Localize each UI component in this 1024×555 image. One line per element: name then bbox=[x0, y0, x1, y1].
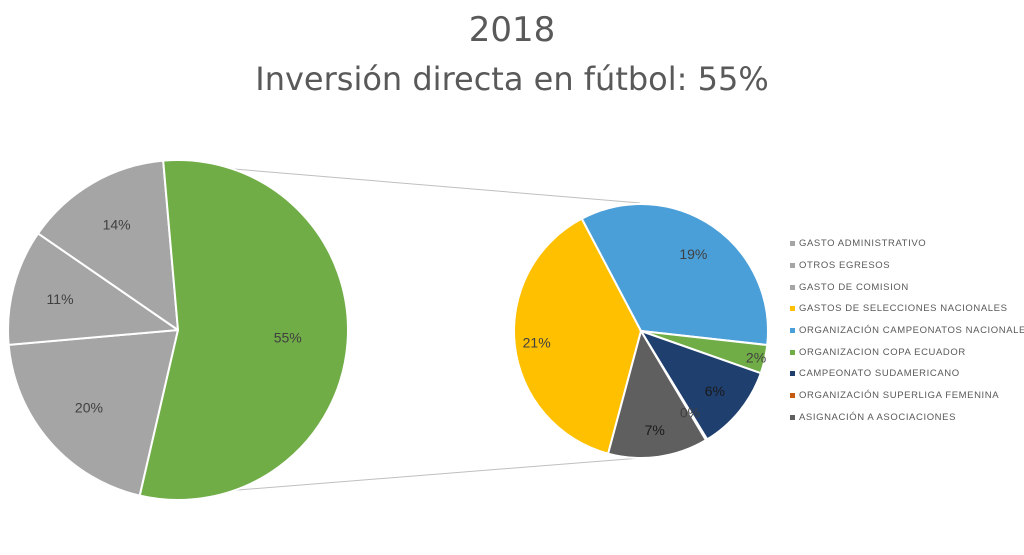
main-label-otros-egresos: 11% bbox=[47, 291, 74, 307]
legend-swatch bbox=[790, 393, 795, 399]
legend-item-organizacion-superliga-femenina: ORGANIZACIÓN SUPERLIGA FEMENINA bbox=[790, 385, 1024, 407]
breakdown-label-organizacion-campeonatos-nacionales: 19% bbox=[679, 246, 707, 262]
legend-swatch bbox=[790, 349, 795, 355]
breakdown-label-campeonato-sudamericano: 6% bbox=[705, 383, 725, 399]
legend-item-gasto-administrativo: GASTO ADMINISTRATIVO bbox=[790, 233, 1024, 255]
chart-title-year: 2018 bbox=[468, 10, 556, 50]
legend-label: GASTOS DE SELECCIONES NACIONALES bbox=[799, 303, 1008, 315]
legend-swatch bbox=[790, 306, 795, 312]
legend-item-otros-egresos: OTROS EGRESOS bbox=[790, 255, 1024, 277]
legend-label: ORGANIZACIÓN SUPERLIGA FEMENINA bbox=[799, 390, 1000, 402]
main-label-inversion-directa-en-futbol: 55% bbox=[274, 330, 302, 346]
legend-swatch bbox=[790, 263, 795, 269]
legend-item-campeonato-sudamericano: CAMPEONATO SUDAMERICANO bbox=[790, 363, 1024, 385]
legend-label: ORGANIZACION COPA ECUADOR bbox=[799, 346, 966, 358]
legend-item-asignacion-a-asociaciones: ASIGNACIÓN A ASOCIACIONES bbox=[790, 407, 1024, 429]
legend-label: OTROS EGRESOS bbox=[799, 260, 891, 272]
breakdown-slice-asignacion-a-asociaciones bbox=[606, 328, 708, 459]
breakdown-label-gastos-de-selecciones-nacionales: 21% bbox=[523, 335, 551, 351]
legend-label: ASIGNACIÓN A ASOCIACIONES bbox=[799, 411, 957, 423]
legend: GASTO ADMINISTRATIVO OTROS EGRESOS GASTO D… bbox=[790, 233, 1024, 428]
legend-swatch bbox=[790, 328, 795, 334]
legend-item-organizacion-copa-ecuador: ORGANIZACION COPA ECUADOR bbox=[790, 341, 1024, 363]
breakdown-pie bbox=[513, 203, 769, 459]
legend-item-gasto-de-comision: GASTO DE COMISION bbox=[790, 276, 1024, 298]
legend-swatch bbox=[790, 414, 795, 420]
breakdown-slice-campeonato-sudamericano bbox=[638, 329, 763, 441]
breakdown-slice-gastos-de-selecciones-nacionales bbox=[513, 217, 643, 455]
legend-label: GASTO DE COMISION bbox=[799, 281, 909, 293]
data-labels: 20% 11% 14% 55% 21% 19% 2% 6% 0% 7% bbox=[47, 217, 767, 439]
main-slice-gasto-administrativo bbox=[7, 328, 180, 497]
breakdown-slice-organizacion-campeonatos-nacionales bbox=[580, 203, 769, 347]
breakdown-label-organizacion-superliga-femenina: 0% bbox=[680, 404, 700, 420]
legend-swatch bbox=[790, 371, 795, 377]
legend-label: CAMPEONATO SUDAMERICANO bbox=[799, 368, 960, 380]
main-slice-otros-egresos bbox=[7, 232, 181, 346]
chart-title: Inversión directa en fútbol: 55% bbox=[255, 60, 769, 98]
main-label-gasto-administrativo: 20% bbox=[75, 399, 103, 415]
main-pie bbox=[7, 159, 349, 501]
main-slice-gasto-de-comision bbox=[36, 159, 180, 333]
main-slice-inversion-directa-en-futbol bbox=[138, 159, 349, 501]
legend-label: GASTO ADMINISTRATIVO bbox=[799, 238, 927, 250]
breakdown-label-organizacion-copa-ecuador: 2% bbox=[746, 349, 766, 365]
legend-swatch bbox=[790, 241, 795, 247]
legend-item-gastos-de-selecciones-nacionales: GASTOS DE SELECCIONES NACIONALES bbox=[790, 298, 1024, 320]
breakdown-label-asignacion-a-asociaciones: 7% bbox=[645, 422, 665, 438]
main-label-gasto-de-comision: 14% bbox=[103, 217, 131, 233]
legend-swatch bbox=[790, 284, 795, 290]
legend-item-organizacion-campeonatos-nacionales: ORGANIZACIÓN CAMPEONATOS NACIONALES bbox=[790, 320, 1024, 342]
legend-label: ORGANIZACIÓN CAMPEONATOS NACIONALES bbox=[799, 325, 1024, 337]
